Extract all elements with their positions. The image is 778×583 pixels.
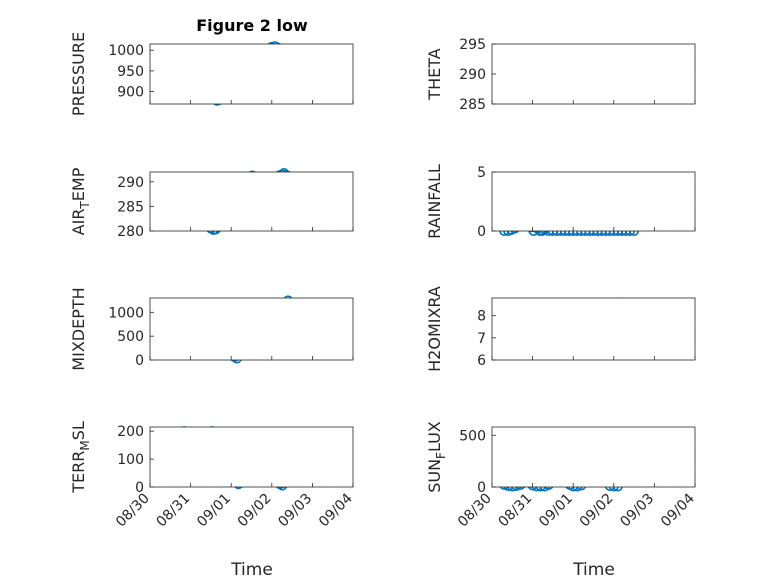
- y-tick-label: 0: [135, 353, 144, 369]
- panel-rainfall: 0 5 RAINFALL: [425, 164, 696, 240]
- y-axis-label: TERRMSL: [69, 421, 92, 494]
- figure-title: Figure 2 low: [196, 16, 308, 35]
- axes-box: [491, 43, 696, 105]
- y-tick-label: 0: [477, 480, 486, 496]
- y-tick-label: 8: [477, 309, 486, 325]
- y-tick-label: 5: [477, 165, 486, 181]
- y-axis-label: AIRTEMP: [69, 167, 92, 235]
- axes-box: [149, 171, 354, 232]
- y-tick-label: 1000: [108, 43, 144, 59]
- y-tick-label: 285: [459, 97, 486, 113]
- y-tick-label: 500: [117, 329, 144, 345]
- y-tick-label: 285: [117, 199, 144, 215]
- axes-box: [149, 426, 354, 488]
- y-tick-label: 290: [459, 67, 486, 83]
- y-tick-label: 0: [477, 224, 486, 240]
- y-axis-label: RAINFALL: [425, 164, 444, 239]
- panel-mixdepth: 0 500 1000 MIXDEPTH: [69, 287, 354, 371]
- axes-box: [491, 171, 696, 232]
- axes-box: [491, 426, 696, 488]
- y-tick-label: 1000: [108, 305, 144, 321]
- axes-box: [491, 297, 696, 361]
- y-tick-label: 200: [117, 424, 144, 440]
- panel-air-temp: 280 285 290 AIRTEMP: [69, 167, 354, 240]
- panel-pressure: 900 950 1000 PRESSURE: [69, 32, 354, 116]
- y-axis-label: THETA: [425, 48, 444, 100]
- panel-theta: 285 290 295 THETA: [425, 37, 696, 113]
- axes-box: [149, 43, 354, 105]
- y-axis-label: H2OMIXRA: [425, 286, 444, 372]
- y-tick-label: 500: [459, 428, 486, 444]
- y-tick-label: 6: [477, 353, 486, 369]
- y-tick-label: 900: [117, 85, 144, 101]
- x-axis-label-right: Time: [572, 560, 615, 580]
- x-axis-label-left: Time: [230, 560, 273, 580]
- y-tick-label: 280: [117, 224, 144, 240]
- y-axis-label: PRESSURE: [69, 32, 88, 116]
- y-tick-label: 100: [117, 452, 144, 468]
- y-tick-label: 290: [117, 175, 144, 191]
- y-axis-label: SUNFLUX: [425, 421, 448, 493]
- panel-h2omixra: 6 7 8 H2OMIXRA: [425, 286, 696, 372]
- axes-box: [149, 297, 354, 361]
- y-tick-label: 950: [117, 64, 144, 80]
- y-tick-label: 0: [135, 480, 144, 496]
- y-tick-label: 7: [477, 331, 486, 347]
- y-axis-label: MIXDEPTH: [69, 287, 88, 370]
- y-tick-label: 295: [459, 37, 486, 53]
